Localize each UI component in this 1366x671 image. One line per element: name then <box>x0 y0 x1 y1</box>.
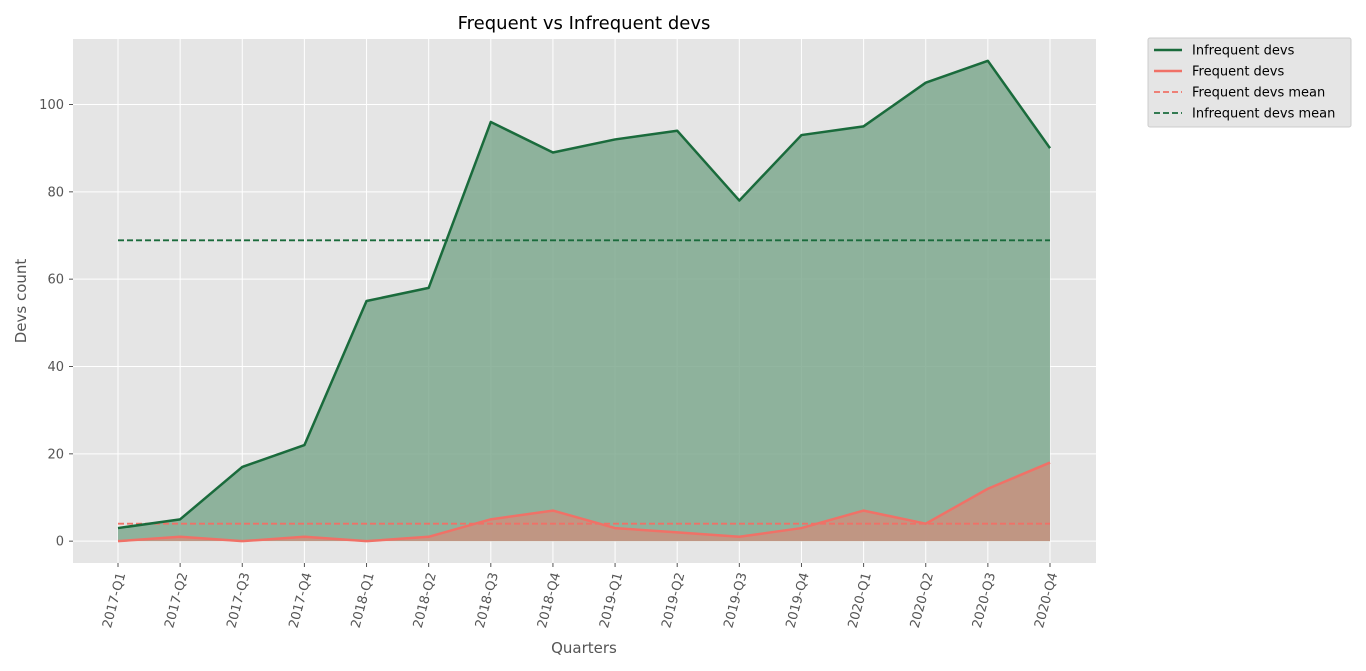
area-fills <box>118 60 1050 542</box>
chart-title: Frequent vs Infrequent devs <box>458 13 711 34</box>
y-tick-label: 20 <box>47 447 64 462</box>
y-tick-label: 40 <box>47 360 64 375</box>
series-lines <box>117 59 1052 543</box>
area-frequent-devs <box>118 462 1050 542</box>
area-infrequent-devs <box>118 60 1050 542</box>
line-frequent-devs <box>117 461 1051 543</box>
x-axis-label: Quarters <box>551 639 617 657</box>
legend-label: Infrequent devs <box>1192 44 1295 59</box>
legend-label: Infrequent devs mean <box>1192 107 1335 122</box>
y-axis-label: Devs count <box>12 259 30 344</box>
line-infrequent-devs <box>117 59 1052 530</box>
y-tick-label: 100 <box>39 98 64 113</box>
y-tick-label: 60 <box>47 273 64 288</box>
mean-lines <box>118 239 1050 525</box>
legend-label: Frequent devs <box>1192 65 1284 80</box>
legend: Infrequent devs Frequent devs Frequent dev… <box>1147 37 1352 128</box>
legend-label: Frequent devs mean <box>1192 86 1325 101</box>
y-tick-label: 0 <box>56 535 64 550</box>
y-tick-label: 80 <box>47 185 64 200</box>
y-axis-ticks: 0 20 40 60 80 100 <box>39 98 73 550</box>
legend-box <box>1147 37 1352 128</box>
